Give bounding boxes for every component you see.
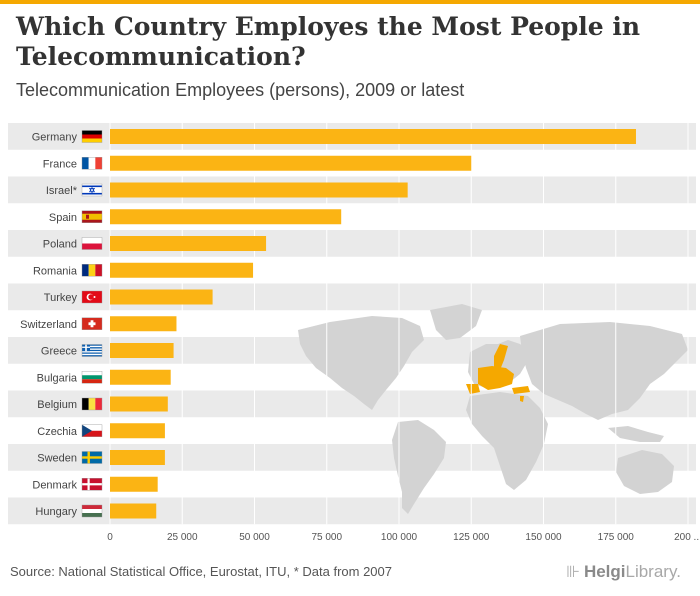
- source-note: Source: National Statistical Office, Eur…: [10, 564, 392, 579]
- library-logo-icon: ⊪: [566, 564, 580, 581]
- bar: [110, 396, 168, 412]
- poland-flag: [81, 237, 103, 250]
- bars: [110, 129, 636, 519]
- y-axis-labels: Germany France Israel* Spain Poland Romania Tu…: [20, 132, 78, 519]
- y-tick-label: Czechia: [37, 426, 78, 438]
- country-flags: [81, 130, 103, 518]
- x-tick-label: 0: [107, 532, 113, 543]
- y-tick-label: Belgium: [37, 399, 77, 411]
- map-highlight-israel: [520, 396, 524, 402]
- chart-title: Which Country Employes the Most People i…: [16, 12, 641, 71]
- map-asia: [520, 322, 688, 420]
- turkey-flag: [81, 290, 103, 304]
- x-tick-label: 25 000: [167, 532, 198, 543]
- y-tick-label: Greece: [41, 346, 77, 358]
- bulgaria-flag: [81, 371, 103, 384]
- bar: [110, 476, 158, 492]
- y-tick-label: Bulgaria: [37, 372, 78, 384]
- y-tick-label: Switzerland: [20, 319, 77, 331]
- czechia-flag: [81, 424, 103, 437]
- greece-flag: [81, 344, 103, 357]
- chart-subtitle: Telecommunication Employees (persons), 2…: [16, 80, 465, 100]
- y-tick-label: Germany: [32, 132, 78, 144]
- bar: [110, 289, 213, 305]
- x-tick-label: 75 000: [311, 532, 342, 543]
- denmark-flag: [81, 478, 103, 491]
- map-north-america: [298, 316, 424, 410]
- bar: [110, 236, 267, 251]
- bar: [110, 262, 254, 278]
- y-tick-label: Denmark: [32, 479, 77, 491]
- bar: [110, 369, 171, 385]
- x-tick-label: 125 000: [453, 532, 490, 543]
- brand-bold: Helgi: [583, 562, 626, 581]
- sweden-flag: [81, 451, 103, 464]
- x-tick-label: 200 ...: [674, 532, 700, 543]
- x-tick-label: 175 000: [598, 532, 635, 543]
- y-tick-label: Hungary: [35, 506, 77, 518]
- map-highlight-turkey: [512, 386, 530, 394]
- map-indonesia: [608, 426, 664, 442]
- map-africa: [466, 392, 548, 490]
- bar: [110, 155, 472, 171]
- y-tick-label: Romania: [33, 265, 78, 277]
- map-australia: [616, 450, 674, 494]
- spain-flag: [81, 210, 103, 223]
- switzerland-flag: [81, 317, 103, 330]
- helgi-library-logo[interactable]: ⊪ HelgiLibrary.: [566, 562, 681, 582]
- brand-rest: Library.: [625, 562, 681, 581]
- world-map: [298, 304, 688, 514]
- romania-flag: [81, 264, 103, 277]
- y-tick-label: Turkey: [44, 292, 78, 304]
- x-tick-label: 50 000: [239, 532, 270, 543]
- map-south-america: [392, 420, 446, 514]
- x-axis: 0 25 000 50 000 75 000 100 000 125 000 150 000…: [107, 123, 700, 543]
- map-highlight-central-europe: [478, 366, 514, 390]
- hungary-flag: [81, 504, 103, 518]
- bar: [110, 503, 157, 519]
- y-tick-label: Israel*: [46, 185, 78, 197]
- map-highlight-iberia: [466, 384, 480, 394]
- map-highlight-scandinavia: [494, 344, 508, 370]
- accent-top-bar: [0, 0, 700, 4]
- y-tick-label: Poland: [43, 239, 77, 251]
- map-greenland: [430, 304, 482, 340]
- y-tick-label: France: [43, 158, 77, 170]
- belgium-flag: [81, 397, 103, 411]
- bar: [110, 450, 165, 465]
- germany-flag: [81, 130, 103, 143]
- bar: [110, 182, 408, 198]
- y-tick-label: Sweden: [37, 453, 77, 465]
- bar: [110, 129, 636, 144]
- bar: [110, 209, 342, 225]
- y-tick-label: Spain: [49, 212, 77, 224]
- israel-flag: [81, 183, 103, 197]
- france-flag: [81, 157, 103, 170]
- x-tick-label: 150 000: [525, 532, 562, 543]
- bar: [110, 343, 174, 358]
- x-tick-label: 100 000: [381, 532, 418, 543]
- bar: [110, 316, 177, 332]
- bar: [110, 423, 165, 439]
